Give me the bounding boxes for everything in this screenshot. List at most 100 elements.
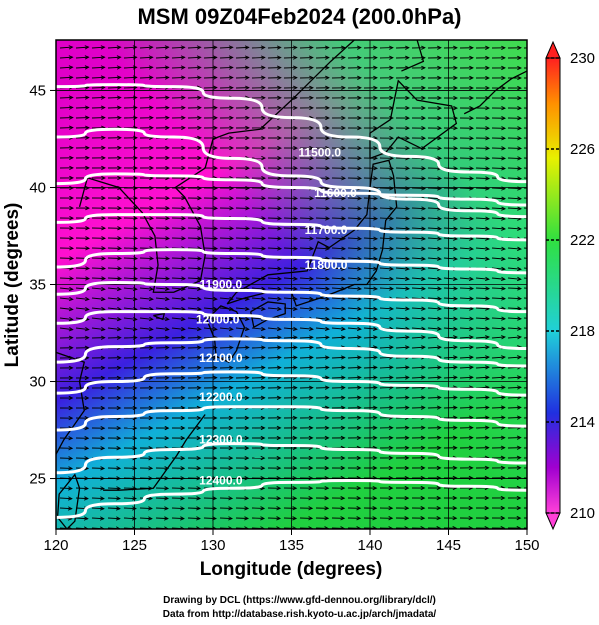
wind-arrow	[123, 326, 138, 332]
wind-arrow	[331, 276, 346, 281]
wind-arrow	[203, 266, 219, 271]
wind-arrow	[443, 306, 459, 311]
wind-arrow	[267, 435, 282, 441]
wind-arrow	[475, 166, 491, 171]
wind-arrow	[267, 75, 282, 80]
wind-arrow	[187, 506, 202, 511]
wind-arrow	[219, 445, 234, 451]
wind-arrow	[491, 206, 507, 211]
wind-arrow	[507, 55, 522, 61]
wind-arrow	[171, 145, 186, 151]
wind-arrow	[443, 95, 458, 101]
wind-arrow	[331, 206, 347, 211]
wind-arrow	[251, 266, 267, 271]
wind-arrow	[187, 345, 202, 350]
wind-arrow	[59, 45, 74, 50]
wind-arrow	[139, 266, 155, 271]
coastline-segment	[56, 473, 81, 529]
wind-arrow	[251, 95, 266, 100]
wind-arrow	[203, 226, 219, 231]
wind-arrow	[427, 65, 442, 71]
wind-arrow	[283, 395, 298, 400]
wind-arrow	[427, 445, 442, 450]
wind-arrow	[491, 276, 506, 282]
wind-arrow	[155, 425, 170, 431]
wind-arrow	[155, 195, 171, 201]
wind-arrow	[411, 266, 426, 271]
wind-arrow	[411, 276, 426, 281]
colorbar-max-arrow	[545, 40, 561, 59]
wind-arrow	[155, 415, 170, 421]
wind-arrow	[59, 395, 74, 401]
wind-arrow	[523, 177, 527, 179]
wind-arrow	[59, 496, 73, 501]
wind-arrow	[107, 355, 122, 360]
wind-arrow	[59, 345, 74, 350]
wind-arrow	[315, 516, 330, 521]
wind-arrow	[251, 455, 266, 461]
colorbar-ticks: 230 226 222 218 214 210	[546, 50, 595, 522]
wind-arrow	[395, 345, 410, 350]
wind-arrow	[331, 335, 346, 340]
wind-arrow	[523, 257, 527, 259]
credit-drawing: Drawing by DCL (https://www.gfd-dennou.o…	[163, 595, 436, 606]
wind-arrow	[123, 45, 138, 50]
wind-arrow	[411, 485, 426, 491]
wind-arrow	[251, 55, 266, 60]
wind-arrow	[411, 85, 426, 91]
wind-arrow	[139, 206, 155, 211]
wind-arrow	[507, 495, 522, 501]
wind-arrow	[155, 516, 169, 521]
wind-arrow	[235, 186, 251, 191]
wind-arrow	[443, 365, 458, 370]
wind-arrow	[347, 485, 362, 491]
wind-arrow	[347, 125, 362, 131]
wind-arrow	[251, 206, 267, 211]
height-contour-line	[56, 405, 527, 432]
wind-arrow	[235, 135, 250, 141]
wind-arrow	[203, 55, 218, 60]
wind-arrow	[203, 385, 218, 390]
wind-arrow	[299, 455, 314, 461]
wind-arrow	[363, 405, 378, 410]
wind-arrow	[251, 65, 266, 70]
wind-arrow	[59, 456, 74, 461]
wind-arrow	[411, 75, 426, 81]
wind-arrow	[283, 75, 298, 80]
wind-arrow	[107, 155, 122, 161]
wind-arrow	[379, 186, 395, 191]
wind-arrow	[459, 105, 475, 111]
wind-arrow	[459, 335, 474, 340]
wind-arrow	[75, 405, 90, 411]
wind-arrow	[363, 75, 378, 80]
wind-arrow	[251, 435, 266, 441]
wind-arrow	[523, 367, 527, 369]
wind-arrow	[379, 516, 394, 521]
x-axis-label: Longitude (degrees)	[200, 559, 383, 580]
wind-arrow	[315, 365, 330, 370]
wind-arrow	[491, 45, 506, 50]
wind-arrow	[155, 115, 170, 120]
wind-arrow	[91, 85, 106, 90]
wind-arrow	[139, 316, 154, 322]
wind-arrow	[219, 206, 235, 211]
wind-arrow	[171, 496, 186, 501]
wind-arrow	[235, 385, 250, 390]
wind-arrow	[107, 75, 122, 80]
wind-arrow	[459, 326, 474, 331]
wind-arrow	[523, 247, 527, 249]
wind-arrow	[267, 506, 282, 511]
wind-arrow	[59, 327, 74, 332]
wind-arrow	[91, 145, 106, 150]
wind-arrow	[219, 266, 235, 271]
wind-arrow	[267, 425, 282, 431]
wind-arrow	[267, 286, 282, 291]
wind-arrow	[331, 435, 346, 441]
wind-arrow	[491, 136, 507, 141]
wind-arrow	[331, 166, 347, 171]
wind-arrow	[91, 95, 106, 100]
wind-arrow	[203, 75, 218, 80]
wind-arrow	[459, 475, 474, 481]
wind-arrow	[491, 335, 506, 340]
